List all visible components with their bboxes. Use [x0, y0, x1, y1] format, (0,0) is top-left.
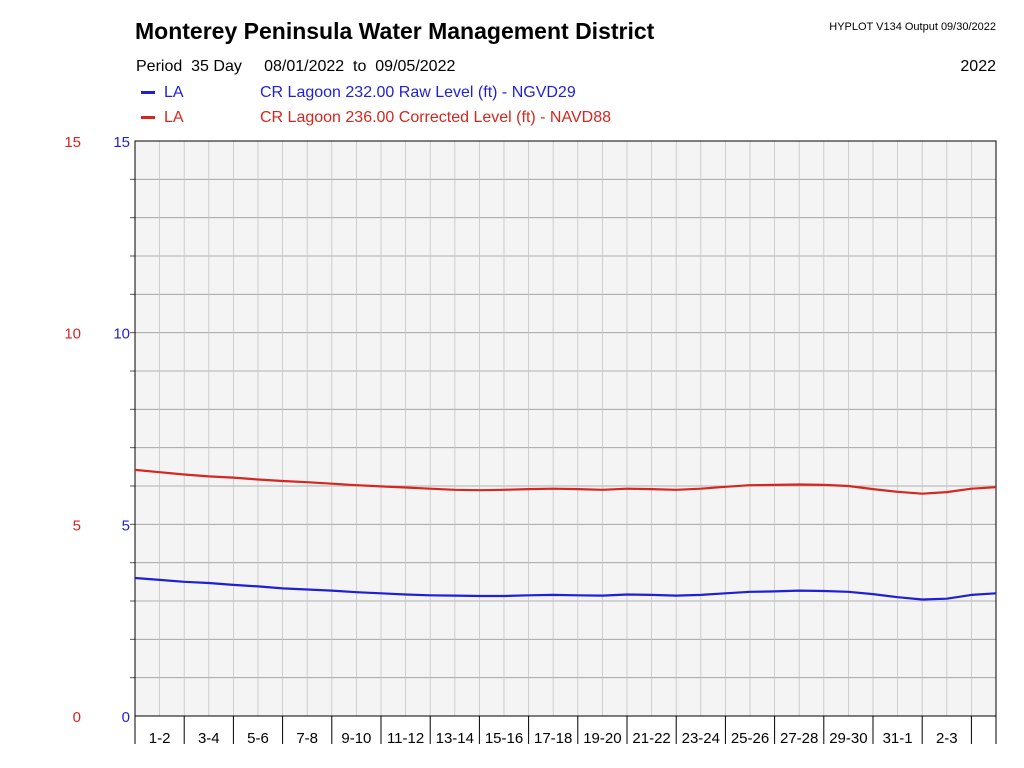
page-title: Monterey Peninsula Water Management Dist…	[135, 18, 655, 44]
x-tick-label: 29-30	[829, 730, 867, 747]
y-right-tick-label: 10	[113, 326, 130, 343]
x-tick-label: 19-20	[583, 730, 621, 747]
year-label: 2022	[960, 58, 996, 75]
period-label: Period	[136, 58, 183, 75]
period-days: 35 Day	[191, 58, 242, 75]
plot-border	[134, 140, 997, 717]
x-tick-label: 21-22	[632, 730, 670, 747]
start-date: 08/01/2022	[264, 58, 345, 75]
legend-description: CR Lagoon 236.00 Corrected Level (ft) - …	[260, 109, 611, 126]
series-line-raw-level	[134, 576, 997, 601]
x-tick-label: 15-16	[485, 730, 523, 747]
legend-code: LA	[164, 109, 184, 126]
x-tick-label: 2-3	[936, 730, 958, 747]
legend-entry-raw: LA CR Lagoon 232.00 Raw Level (ft) - NGVD…	[141, 84, 576, 102]
legend-description: CR Lagoon 232.00 Raw Level (ft) - NGVD29	[260, 84, 576, 101]
x-tick-label: 1-2	[149, 730, 171, 747]
legend-swatch	[141, 91, 155, 95]
x-tick-label: 3-4	[198, 730, 220, 747]
y-right-tick-label: 0	[122, 709, 130, 726]
y-right-tick-label: 5	[122, 517, 130, 534]
period-line: Period 35 Day 08/01/2022 to 09/05/2022	[136, 58, 455, 76]
x-tick-label: 11-12	[387, 730, 424, 747]
legend-entry-corrected: LA CR Lagoon 236.00 Corrected Level (ft) …	[141, 109, 611, 127]
legend-code: LA	[164, 84, 184, 101]
series-line-corrected-level	[134, 468, 997, 495]
to-label: to	[353, 58, 367, 75]
x-tick-label: 31-1	[883, 730, 913, 747]
y-right-tick-label: 15	[113, 134, 130, 151]
y-left-tick-label: 0	[73, 709, 81, 726]
y-left-tick-label: 15	[64, 134, 81, 151]
x-tick-label: 9-10	[341, 730, 371, 747]
x-tick-label: 13-14	[436, 730, 474, 747]
x-tick-label: 27-28	[780, 730, 818, 747]
version-stamp: HYPLOT V134 Output 09/30/2022	[829, 21, 996, 33]
x-tick-label: 17-18	[534, 730, 572, 747]
y-left-tick-label: 5	[73, 517, 81, 534]
x-tick-label: 25-26	[731, 730, 769, 747]
legend-swatch	[141, 116, 155, 120]
plot-area	[135, 141, 996, 716]
x-tick-label: 23-24	[682, 730, 720, 747]
x-tick-label: 5-6	[247, 730, 269, 747]
y-left-tick-label: 10	[64, 326, 81, 343]
end-date: 09/05/2022	[375, 58, 456, 75]
x-tick-label: 7-8	[296, 730, 318, 747]
